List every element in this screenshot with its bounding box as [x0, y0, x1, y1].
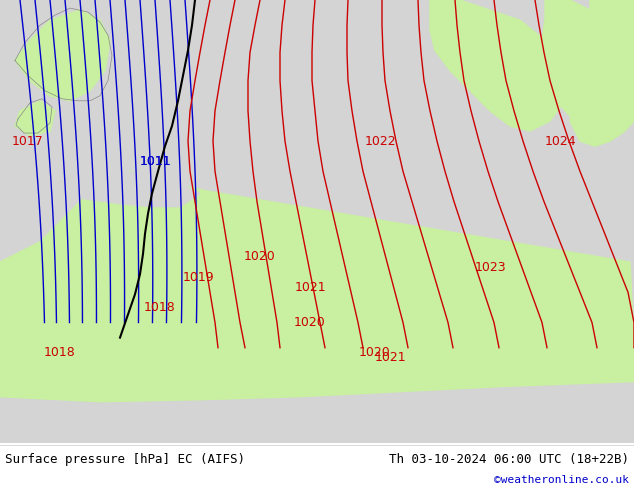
- Text: 1020: 1020: [294, 316, 326, 329]
- Text: 1018: 1018: [144, 301, 176, 314]
- Text: 1019: 1019: [182, 270, 214, 284]
- Text: 1011: 1011: [139, 155, 171, 168]
- Text: 1017: 1017: [12, 135, 44, 147]
- Text: Th 03-10-2024 06:00 UTC (18+22B): Th 03-10-2024 06:00 UTC (18+22B): [389, 453, 629, 466]
- Polygon shape: [15, 101, 55, 136]
- Text: 1021: 1021: [374, 351, 406, 364]
- Polygon shape: [570, 0, 634, 146]
- Text: ©weatheronline.co.uk: ©weatheronline.co.uk: [494, 475, 629, 485]
- Text: 1020: 1020: [359, 346, 391, 359]
- Text: 1020: 1020: [244, 250, 276, 264]
- Text: Surface pressure [hPa] EC (AIFS): Surface pressure [hPa] EC (AIFS): [5, 453, 245, 466]
- Polygon shape: [150, 91, 300, 163]
- Polygon shape: [542, 0, 625, 131]
- Text: 1021: 1021: [294, 281, 326, 294]
- Text: 1011: 1011: [139, 155, 171, 168]
- Text: 1023: 1023: [474, 261, 506, 273]
- Text: 1024: 1024: [544, 135, 576, 147]
- Polygon shape: [0, 383, 634, 443]
- Text: 1018: 1018: [44, 346, 76, 359]
- Polygon shape: [60, 172, 200, 207]
- Polygon shape: [15, 10, 110, 101]
- Polygon shape: [430, 0, 570, 131]
- Text: 1022: 1022: [364, 135, 396, 147]
- Polygon shape: [0, 172, 634, 443]
